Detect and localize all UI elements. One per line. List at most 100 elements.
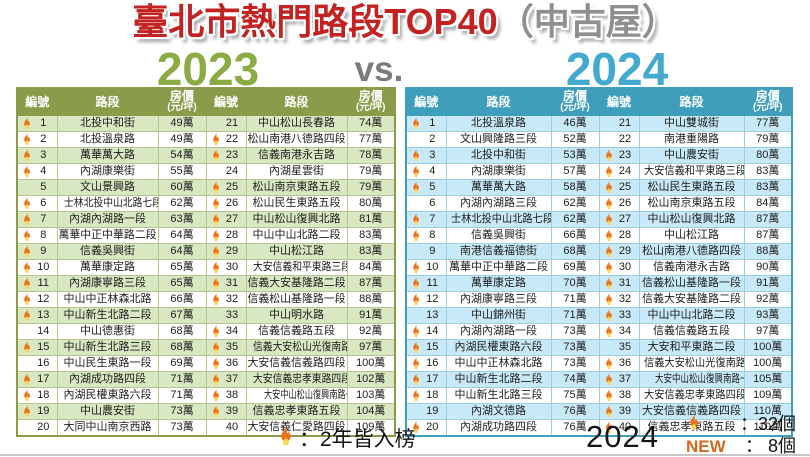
road-name: 中山錦州街: [471, 308, 526, 321]
table-row: 19 內湖文德路 76萬 39 大安信義信義路四段 110萬: [405, 402, 793, 420]
col-header-road: 路段: [56, 87, 159, 116]
road-cell: 內湖康寧路三段: [56, 274, 159, 292]
road-cell: 中山松山復興北路: [638, 210, 745, 228]
price-cell: 66萬: [550, 226, 600, 244]
road-name: 中山民生東路一段: [63, 356, 152, 369]
table-row: 3 萬華萬大路 54萬 23 信義南港永吉路 78萬: [16, 146, 396, 164]
road-cell: 中山中山北路二段: [638, 306, 745, 324]
road-name: 中山農安街: [80, 404, 135, 417]
road-cell: 信義大安松山光復南路: [638, 354, 745, 372]
bottom-border: [0, 454, 810, 456]
fire-icon: [24, 293, 30, 305]
price-header-line2: (元/坪): [167, 102, 197, 114]
road-name: 中山新生北路二段: [454, 372, 543, 385]
rank-number: 4: [40, 164, 47, 177]
year-2024-label: 2024: [565, 43, 669, 95]
road-name: 北投溫泉路: [471, 116, 526, 129]
table-row: 4 內湖康樂街 57萬 24 大安信義和平東路三段 83萬: [405, 162, 793, 180]
fire-icon: [24, 117, 30, 129]
rank-number: 25: [225, 180, 239, 193]
price-header-line2: (元/坪): [560, 102, 590, 114]
rank-cell: 31: [205, 274, 247, 292]
price-cell: 77萬: [743, 114, 793, 132]
price-cell: 68萬: [550, 242, 600, 260]
road-cell: 北投中和街: [445, 146, 552, 164]
rank-cell: 5: [405, 178, 447, 196]
price-cell: 83萬: [743, 178, 793, 196]
rank-cell: 6: [405, 194, 447, 212]
road-name: 中山雙城街: [664, 116, 719, 129]
table-2024: 編號 路段 房價 (元/坪) 編號 路段 房價 (元/坪) 1 北投溫泉路 46萬 21 中…: [405, 87, 793, 437]
price-cell: 69萬: [157, 354, 207, 372]
table-row: 16 中山民生東路一段 69萬 36 大安信義信義路四段 100萬: [16, 354, 396, 372]
road-cell: 大安信義和平東路三段: [638, 162, 745, 180]
fire-icon: [24, 197, 30, 209]
fire-icon: [413, 181, 419, 193]
table-row: 17 內湖成功路四段 71萬 37 大安信義忠孝東路四段 102萬: [16, 370, 396, 388]
fire-icon: [212, 277, 219, 289]
road-cell: 中山民生東路一段: [56, 354, 159, 372]
fire-icon: [212, 197, 219, 209]
fire-icon: [281, 425, 291, 445]
price-cell: 67萬: [157, 306, 207, 324]
rank-cell: 12: [405, 290, 447, 308]
table-row: 6 內湖內湖路三段 62萬 26 松山南京東路五段 84萬: [405, 194, 793, 212]
road-cell: 內湖文德路: [445, 402, 552, 420]
rank-cell: 13: [405, 306, 447, 324]
fire-count-row: ：32個: [686, 413, 796, 436]
road-cell: 中山新生北路三段: [56, 338, 159, 356]
fire-icon: [212, 181, 219, 193]
price-cell: 65萬: [157, 258, 207, 276]
road-cell: 內湖民權東路六段: [445, 338, 552, 356]
road-name: 內湖內湖路一段: [460, 324, 537, 337]
price-cell: 109萬: [346, 418, 396, 436]
road-name: 松山南京東路五段: [252, 180, 341, 193]
rank-cell: 15: [16, 338, 58, 356]
price-cell: 88萬: [743, 242, 793, 260]
road-name: 萬華康定路: [471, 276, 526, 289]
rank-cell: 33: [205, 306, 247, 324]
road-name: 松山南港八德路四段: [642, 244, 741, 257]
price-cell: 57萬: [550, 162, 600, 180]
price-cell: 100萬: [743, 354, 793, 372]
rank-cell: 30: [205, 258, 247, 276]
rank-cell: 10: [16, 258, 58, 276]
rank-cell: 4: [16, 162, 58, 180]
road-name: 北投中和街: [80, 116, 135, 129]
fire-icon: [605, 181, 612, 193]
rank-cell: 10: [405, 258, 447, 276]
rank-number: 23: [225, 148, 239, 161]
rank-cell: 25: [598, 178, 640, 196]
table-row: 2 文山興隆路三段 52萬 22 南港重陽路 79萬: [405, 130, 793, 148]
road-name: 大安信義和平東路三段: [643, 164, 744, 177]
rank-number: 27: [618, 212, 632, 225]
rank-number: 22: [225, 132, 239, 145]
road-name: 松山民生東路五段: [252, 196, 341, 209]
road-name: 信義忠孝東路五段: [252, 404, 341, 417]
price-header-line1: 房價: [358, 89, 383, 104]
rank-number: 32: [225, 292, 239, 305]
rank-cell: 37: [205, 370, 247, 388]
rank-number: 22: [618, 132, 632, 145]
price-header-line1: 房價: [169, 89, 194, 104]
rank-number: 14: [426, 324, 439, 337]
price-cell: 97萬: [743, 322, 793, 340]
table-row: 7 內湖內湖路一段 63萬 27 中山松山復興北路 81萬: [16, 210, 396, 228]
rank-cell: 17: [405, 370, 447, 388]
price-cell: 62萬: [157, 194, 207, 212]
rank-number: 20: [426, 420, 439, 433]
price-cell: 71萬: [157, 370, 207, 388]
price-cell: 75萬: [550, 386, 600, 404]
rank-cell: 19: [16, 402, 58, 420]
rank-number: 16: [426, 356, 439, 369]
rank-cell: 24: [205, 162, 247, 180]
fire-count-icon-slot: [686, 413, 702, 436]
rank-number: 28: [225, 228, 239, 241]
fire-icon: [212, 405, 219, 417]
rank-number: 15: [37, 340, 50, 353]
road-cell: 中山松江路: [638, 226, 745, 244]
road-cell: 中山錦州街: [445, 306, 552, 324]
rank-number: 11: [426, 276, 438, 289]
road-cell: 中山新生北路三段: [445, 386, 552, 404]
road-name: 萬華中正中華路二段: [58, 228, 157, 241]
